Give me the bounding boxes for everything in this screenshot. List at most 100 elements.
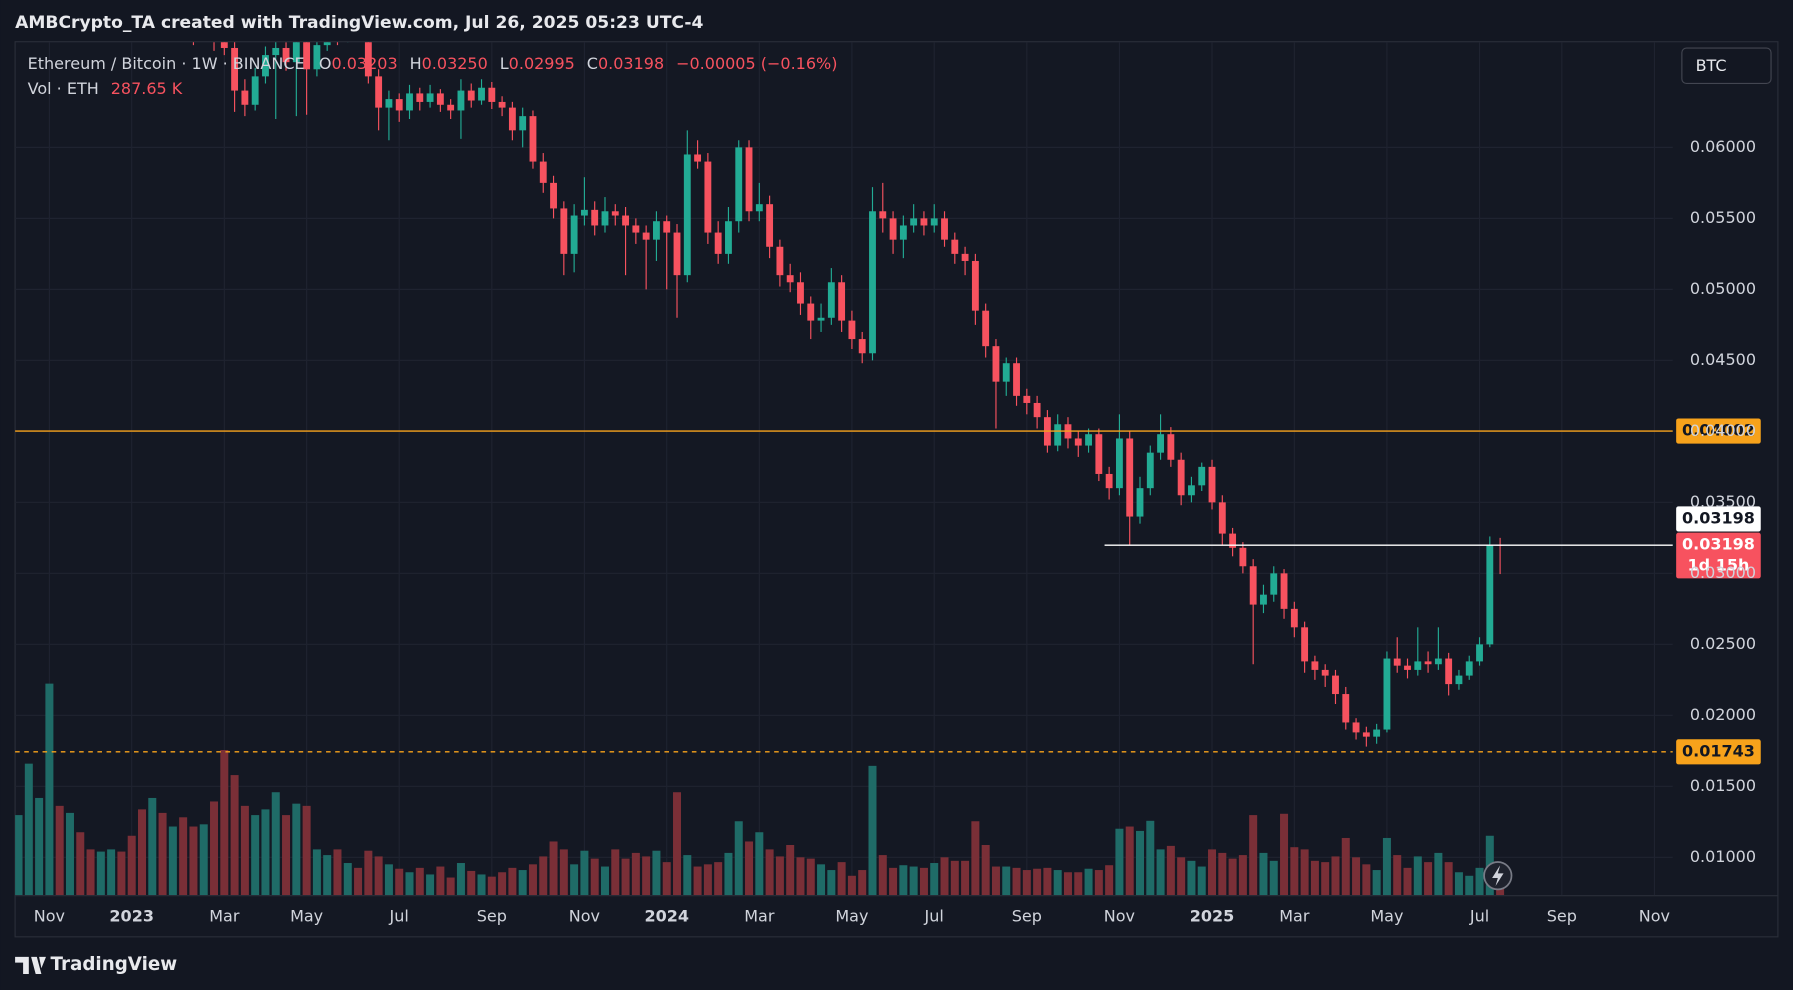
candle-body [1301,627,1309,662]
candle-body [1188,485,1195,496]
candle-body [1383,658,1391,730]
volume-bar [1135,830,1144,896]
volume-bar [210,801,219,896]
candle-body [1074,438,1082,446]
candle-body [241,90,249,105]
candle-body [1115,438,1123,489]
candle-body [673,232,681,276]
volume-bar [1269,860,1278,896]
volume-bar [1063,872,1072,896]
candle-body [879,211,887,219]
candle-body [364,42,372,77]
candle-body [292,42,300,63]
volume-bar [65,812,74,896]
volume-bar [919,867,928,896]
x-tick-label: Sep [1547,906,1577,925]
volume-bar [950,860,959,896]
volume-bar [796,857,805,896]
candle-body [838,282,846,321]
volume-bar [909,866,918,896]
volume-bar [642,856,651,896]
candle-body [1280,573,1288,609]
candle-body [272,47,280,56]
legend-h-label: H [410,54,422,73]
chart-frame [14,41,1779,938]
currency-button-label[interactable]: BTC [1696,56,1727,75]
x-tick-label: May [835,906,868,925]
volume-bar [189,826,198,896]
candle-body [601,211,609,226]
candle-body [971,260,979,311]
volume-bar [86,849,95,896]
candle-body [1424,661,1432,665]
candle-body [1229,533,1237,548]
volume-bar [1125,826,1134,896]
currency-button-box[interactable] [1681,47,1772,85]
currency-button[interactable]: BTC [1681,47,1772,85]
candle-body [1239,547,1247,567]
volume-bar [487,876,496,896]
candle-body [683,154,691,276]
x-tick-label: Jul [389,906,409,925]
candle-body [1476,644,1483,662]
volume-bar [868,765,877,896]
volume-bar [1341,837,1350,896]
candle-body [725,221,732,254]
replay-bolt[interactable] [1492,865,1504,886]
x-tick-label: 2025 [1190,906,1235,925]
volume-bar [703,864,712,896]
candle-body [467,90,475,101]
candle-body [488,87,496,102]
volume-bar [734,821,743,896]
volume-bar [1146,820,1155,896]
level-tag-label: 0.03198 [1682,508,1755,527]
replay-icon[interactable] [1483,861,1513,891]
volume-bar [827,870,836,896]
volume-bar [775,856,784,896]
volume-bar [817,864,826,896]
volume-bar [745,841,754,896]
legend-vol-label: Vol · ETH [28,79,99,98]
volume-bar [930,863,939,896]
candle-body [817,317,825,321]
volume-bar [1475,867,1484,896]
candle-body [786,275,794,283]
volume-bar [652,850,661,896]
candle-body [436,93,444,105]
volume-bar [899,865,908,896]
candle-body [755,204,763,212]
legend-o-label: O [319,54,332,73]
y-tick-label: 0.03500 [1690,492,1756,511]
volume-bar [1094,870,1103,896]
volume-bar [847,875,856,896]
volume-bar [15,815,23,896]
volume-bar [35,797,44,896]
candle-body [982,310,990,347]
volume-bar [1218,852,1227,896]
volume-bar [1280,813,1289,896]
candle-body [395,99,403,111]
level-tag-box [1676,506,1761,532]
volume-bar [755,832,764,896]
volume-bar [251,815,260,896]
candle-body [1218,502,1226,534]
volume-bar [1022,870,1031,896]
volume-bar [1454,872,1463,896]
candle-body [1373,729,1381,737]
volume-bar [1331,856,1340,896]
volume-bar [693,866,702,896]
candle-body [1208,466,1216,503]
volume-bar [580,850,589,896]
volume-bar [518,870,527,896]
candle-body [1321,669,1329,676]
legend-symbol: Ethereum / Bitcoin · 1W · BINANCE [28,54,305,73]
candle-body [313,45,321,70]
candle-body [406,93,413,111]
candle-body [1085,434,1092,446]
volume-bar [539,856,548,896]
candle-body [611,211,619,216]
volume-bar [1177,857,1186,896]
volume-bar [1300,849,1309,896]
candle-body [251,76,259,105]
candle-body [797,282,804,304]
